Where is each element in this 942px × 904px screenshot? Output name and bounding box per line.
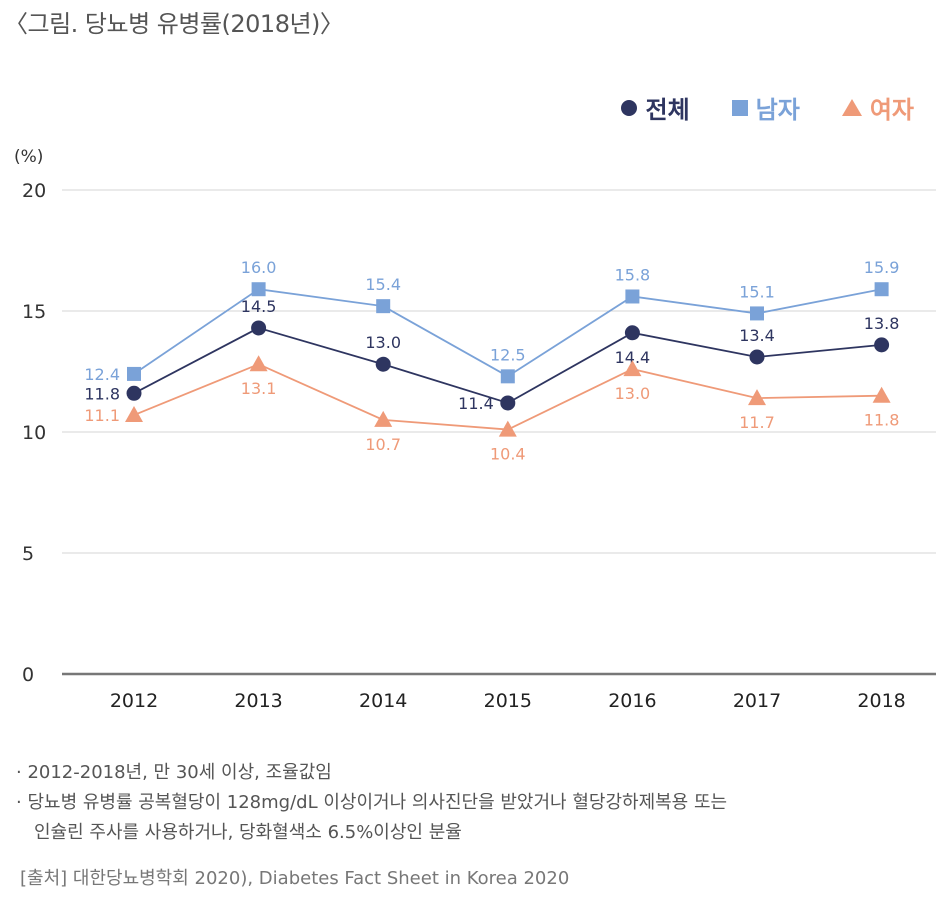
legend-label-total: 전체 xyxy=(645,96,690,124)
point-triangle xyxy=(498,420,517,437)
legend-item-male: 남자 xyxy=(731,90,800,125)
data-label: 15.8 xyxy=(615,265,651,284)
note-line: 인슐린 주사를 사용하거나, 당화혈색소 6.5%이상인 분율 xyxy=(34,822,462,843)
note-line: · 당뇨병 유병률 공복혈당이 128mg/dL 이상이거나 의사진단을 받았거… xyxy=(16,792,728,813)
data-label: 14.4 xyxy=(615,348,651,367)
chart-legend: 전체 남자 여자 xyxy=(621,90,914,125)
data-label: 11.8 xyxy=(84,384,120,403)
y-axis-unit-label: (%) xyxy=(14,147,43,167)
data-label: 12.5 xyxy=(490,345,526,364)
point-triangle xyxy=(125,406,143,423)
point-circle xyxy=(375,356,391,372)
point-triangle xyxy=(374,410,393,427)
data-label: 14.5 xyxy=(241,297,277,316)
y-tick-label: 10 xyxy=(22,422,46,444)
note-line: · 2012-2018년, 만 30세 이상, 조율값임 xyxy=(16,762,332,783)
y-tick-label: 15 xyxy=(22,301,46,323)
chart-notes: · 2012-2018년, 만 30세 이상, 조율값임 · 당뇨병 유병률 공… xyxy=(16,758,727,848)
data-label: 11.4 xyxy=(458,394,494,413)
point-circle xyxy=(500,395,516,411)
data-label: 15.1 xyxy=(739,282,775,301)
data-label: 15.4 xyxy=(365,275,401,294)
legend-label-female: 여자 xyxy=(869,96,914,124)
x-tick-label: 2016 xyxy=(608,690,656,712)
point-circle xyxy=(749,349,765,365)
data-label: 11.8 xyxy=(864,411,900,430)
data-label: 11.7 xyxy=(739,413,775,432)
x-tick-label: 2013 xyxy=(234,690,282,712)
data-label: 10.4 xyxy=(490,445,526,464)
data-label: 13.4 xyxy=(739,326,775,345)
legend-item-total: 전체 xyxy=(621,90,690,125)
data-label: 15.9 xyxy=(864,258,900,277)
point-circle xyxy=(251,320,267,336)
point-square xyxy=(500,369,515,384)
legend-square-icon xyxy=(731,99,748,116)
data-label: 13.0 xyxy=(365,333,401,352)
point-triangle xyxy=(623,360,642,377)
source-citation: [출처] 대한당뇨병학회 2020), Diabetes Fact Sheet … xyxy=(20,868,570,889)
x-tick-label: 2015 xyxy=(484,690,532,712)
x-tick-label: 2014 xyxy=(359,690,407,712)
data-label: 10.7 xyxy=(365,435,401,454)
x-tick-label: 2012 xyxy=(110,690,158,712)
data-label: 11.1 xyxy=(84,406,120,425)
y-tick-label: 5 xyxy=(22,543,34,565)
legend-label-male: 남자 xyxy=(755,96,800,124)
legend-circle-icon xyxy=(621,99,638,116)
point-square xyxy=(874,282,889,297)
point-circle xyxy=(874,337,890,353)
data-label: 16.0 xyxy=(241,258,277,277)
point-square xyxy=(750,306,764,321)
point-square xyxy=(127,366,141,381)
point-square xyxy=(625,289,640,304)
x-tick-label: 2017 xyxy=(733,690,781,712)
data-label: 12.4 xyxy=(84,365,120,384)
data-label: 13.0 xyxy=(615,384,651,403)
y-tick-label: 20 xyxy=(22,180,46,202)
line-chart: (%) 0 5 10 15 20 2012 2013 2014 2015 2016 2017 2018 1… xyxy=(14,147,936,712)
data-label: 13.1 xyxy=(241,379,277,398)
point-square xyxy=(251,282,266,297)
x-tick-label: 2018 xyxy=(857,690,905,712)
data-label: 13.8 xyxy=(864,314,900,333)
point-circle xyxy=(126,385,142,401)
point-square xyxy=(376,299,391,314)
point-triangle xyxy=(249,355,268,372)
y-tick-label: 0 xyxy=(22,664,34,686)
point-triangle xyxy=(748,389,766,406)
legend-item-female: 여자 xyxy=(841,90,914,125)
legend-triangle-icon xyxy=(841,99,862,116)
point-triangle xyxy=(872,386,891,403)
chart-title: 〈그림. 당뇨병 유병률(2018년)〉 xyxy=(4,10,344,38)
point-circle xyxy=(624,325,640,341)
